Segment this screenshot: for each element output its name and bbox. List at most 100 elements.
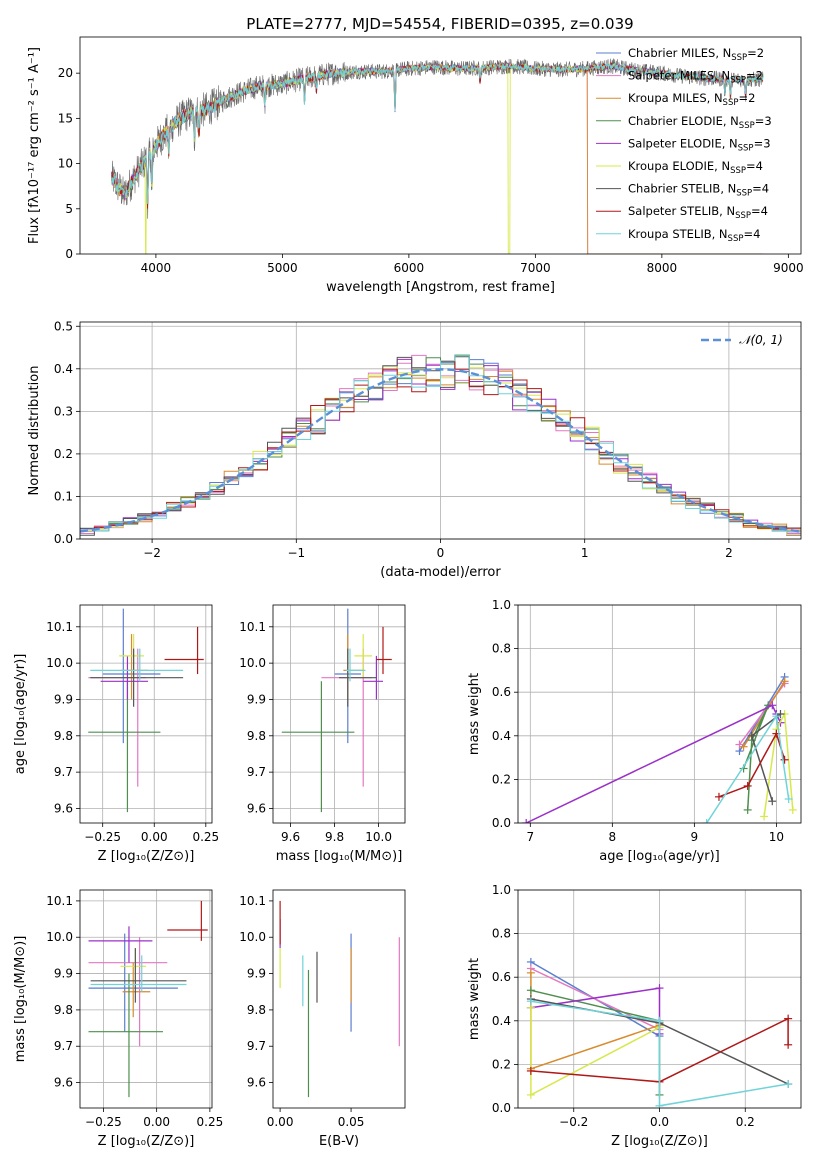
x-tick-label: −1: [287, 546, 305, 560]
y-tick-label: 0: [65, 247, 73, 261]
y-tick-label: 0.0: [54, 532, 73, 546]
axes-frame: [79, 889, 213, 1109]
legend-subscript: SSP: [735, 211, 751, 221]
errorbar-salpeter-stelib: [167, 900, 208, 941]
legend-subscript: SSP: [736, 189, 752, 199]
errorbar-chabrier-elodie: [88, 973, 164, 1098]
age-vs-mass-plot: 9.6 9.8 10.0 9.6 9.7 9.8 9.9 10.0 10.1 mass [log₁…: [239, 604, 406, 864]
y-tick-label: 9.6: [54, 801, 73, 815]
plot-area: [279, 900, 400, 1098]
spectrum-legend: Chabrier MILES, NSSP=2 Salpeter MILES, NS…: [596, 46, 772, 244]
x-tick-label: 0.00: [143, 1115, 170, 1129]
y-axis-label: mass weight: [467, 673, 482, 755]
x-tick-label: 7000: [520, 261, 551, 275]
y-tick-label: 9.7: [247, 765, 266, 779]
x-axis-label: Z [log₁₀(Z/Z⊙)]: [611, 1134, 708, 1149]
legend-value: =2: [747, 46, 764, 60]
plot-area: [111, 58, 764, 254]
x-tick-label: −0.25: [85, 1115, 122, 1129]
x-tick-label: 0.0: [650, 1115, 669, 1129]
mass-vs-metallicity-plot: −0.25 0.00 0.25 9.6 9.7 9.8 9.9 10.0 10.1 Z [log₁…: [13, 889, 224, 1149]
plot-area: [281, 608, 392, 813]
y-tick-label: 9.9: [247, 692, 266, 706]
errorbar-salpeter-elodie: [88, 926, 153, 963]
y-axis-label: Normed distribution: [27, 366, 42, 496]
errorbar-salpeter-stelib: [164, 626, 204, 675]
legend-value: =2: [746, 69, 763, 83]
legend-subscript: SSP: [728, 234, 744, 244]
axes-frame: [272, 604, 406, 824]
x-axis-label: age [log₁₀(age/yr)]: [599, 849, 720, 864]
y-axis-label: mass weight: [467, 958, 482, 1040]
plot-area: [80, 354, 801, 539]
x-tick-label: 8000: [647, 261, 678, 275]
y-tick-label: 10.1: [239, 620, 266, 634]
y-axis-label: Flux [fλ10⁻¹⁷ erg cm⁻² s⁻¹ A⁻¹]: [27, 47, 42, 244]
legend-subscript: SSP: [723, 98, 739, 108]
y-tick-label: 1.0: [492, 598, 511, 612]
y-tick-label: 0.3: [54, 404, 73, 418]
x-tick-label: 0.25: [197, 1115, 224, 1129]
y-tick-label: 15: [58, 111, 73, 125]
legend-entry: Chabrier MILES, NSSP=2: [628, 46, 764, 63]
y-tick-label: 0.4: [492, 1014, 511, 1028]
y-tick-label: 9.8: [54, 729, 73, 743]
errorbar-chabrier-stelib: [339, 648, 377, 707]
errorbar-kroupa-stelib: [345, 648, 366, 682]
y-tick-label: 10.1: [46, 894, 73, 908]
y-axis-label: mass [log₁₀(M/M⊙)]: [13, 936, 28, 1063]
y-tick-label: 9.9: [247, 967, 266, 981]
legend-subscript: SSP: [739, 121, 755, 131]
x-tick-label: 1: [581, 546, 589, 560]
legend-subscript: SSP: [730, 76, 746, 86]
errorbar-chabrier-stelib: [90, 648, 184, 707]
y-tick-label: 10: [58, 157, 73, 171]
x-axis-label: wavelength [Angstrom, rest frame]: [326, 280, 555, 295]
y-tick-label: 0.6: [492, 685, 511, 699]
y-tick-label: 20: [58, 66, 73, 80]
x-tick-label: 9.8: [325, 830, 344, 844]
x-axis-label: (data-model)/error: [380, 565, 501, 580]
y-tick-label: 10.1: [46, 620, 73, 634]
series-kroupa-stelib: [702, 712, 793, 823]
y-tick-label: 0.8: [492, 642, 511, 656]
y-tick-label: 0.0: [492, 1101, 511, 1115]
x-tick-label: 2: [725, 546, 733, 560]
legend-entry: 𝒩(0, 1): [739, 333, 783, 347]
x-tick-label: −2: [143, 546, 161, 560]
y-tick-label: 10.0: [46, 656, 73, 670]
series-line: [530, 989, 661, 1095]
y-tick-label: 9.6: [247, 801, 266, 815]
series-line: [742, 704, 769, 810]
errorbar-kroupa-elodie: [354, 634, 372, 678]
y-tick-label: 0.4: [54, 362, 73, 376]
y-tick-label: 5: [65, 202, 73, 216]
y-tick-label: 9.9: [54, 967, 73, 981]
errorbar-salpeter-miles: [321, 648, 372, 787]
y-tick-label: 9.7: [54, 765, 73, 779]
y-tick-label: 0.8: [492, 927, 511, 941]
plot-area: [88, 608, 204, 813]
legend-value: =2: [738, 91, 755, 105]
legend-value: =4: [751, 204, 768, 218]
y-tick-label: 1.0: [492, 883, 511, 897]
spectrum-line-kroupa-stelib: [111, 62, 764, 204]
y-tick-label: 9.8: [247, 1003, 266, 1017]
x-tick-label: 8: [609, 830, 617, 844]
y-tick-label: 0.2: [492, 772, 511, 786]
x-tick-label: 10.0: [365, 830, 392, 844]
legend-entry: Salpeter STELIB, NSSP=4: [628, 204, 768, 221]
mass-vs-ebv-plot: 0.00 0.05 9.6 9.7 9.8 9.9 10.0 10.1 E(B-V): [239, 889, 406, 1149]
legend-entry: Kroupa MILES, NSSP=2: [628, 91, 755, 108]
axes-frame: [517, 889, 802, 1109]
errorbar-kroupa-miles: [121, 634, 149, 700]
series-chabrier-stelib: [747, 710, 785, 806]
weight-vs-metallicity-plot: −0.2 0.0 0.2 0.0 0.2 0.4 0.6 0.8 1.0 Z [log₁₀(Z/Z…: [467, 883, 802, 1149]
y-tick-label: 0.6: [492, 970, 511, 984]
x-tick-label: 0.25: [192, 830, 219, 844]
gaussian-curve: [80, 368, 801, 533]
series-line: [763, 711, 794, 817]
legend-subscript: SSP: [731, 53, 747, 63]
axes-frame: [79, 36, 802, 255]
